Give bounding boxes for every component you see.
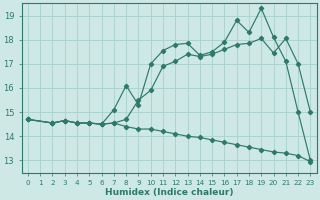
X-axis label: Humidex (Indice chaleur): Humidex (Indice chaleur): [105, 188, 233, 197]
